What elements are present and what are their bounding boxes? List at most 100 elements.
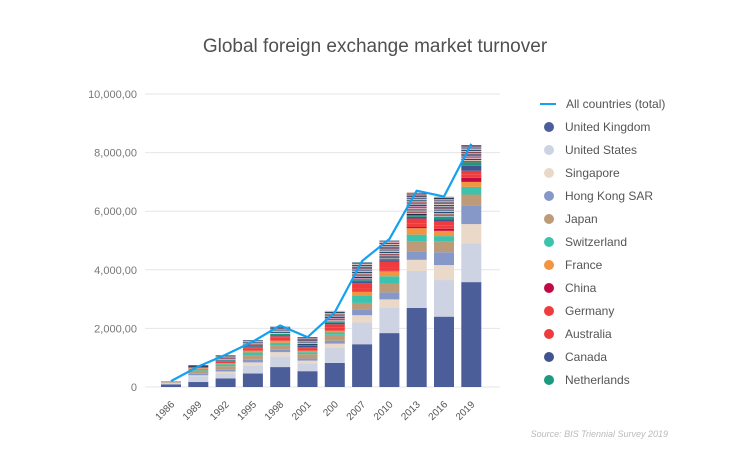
y-tick-label: 6,000,00 [94,206,137,218]
bar-segment-other [406,204,427,206]
bar-segment-other [352,266,373,268]
bar-segment [188,373,209,376]
bar-segment [297,371,318,387]
legend-label: China [565,280,597,295]
bar-segment-other [379,243,400,246]
bar-segment-other [297,342,318,344]
bar-segment [434,236,454,242]
bar-segment [324,343,345,349]
bar-segment-other [324,319,345,321]
bar-segment-other [406,193,427,195]
bar-segment-other [297,338,318,340]
x-tick-label: 1998 [263,399,287,423]
bar-segment-other [352,263,373,265]
bar-segment [352,291,373,296]
bar-segment-other [379,257,400,259]
bar-segment [434,219,454,222]
legend-item[interactable]: Japan [540,207,665,230]
legend-item[interactable]: United Kingdom [540,115,665,138]
bar-segment [215,373,236,379]
bar-segment [270,352,291,357]
bar-segment [352,283,373,289]
bar-segment [379,270,400,272]
legend-item[interactable]: Switzerland [540,230,665,253]
bar-segment-other [379,246,400,248]
bar-segment-other [406,196,427,198]
bar-segment-other [406,197,427,200]
bar-segment [297,358,318,361]
bar-segment [461,177,482,182]
y-tick-label: 10,000,00 [88,89,137,101]
bar-segment [324,332,345,335]
bar-segment [324,348,345,363]
bar-segment-other [434,198,454,201]
bar-segment-other [297,343,318,346]
legend-item[interactable]: Germany [540,299,665,322]
bar-segment [406,259,427,271]
bar-segment [270,349,291,353]
bar-segment-other [461,149,482,151]
bar-segment [379,333,400,387]
bar-segment-other [242,344,263,346]
bar-segment [406,223,427,228]
bar-segment [434,241,454,253]
bar-segment-other [406,203,427,205]
legend-dot-marker [544,328,554,339]
bar-segment [215,364,236,367]
bar-segment [270,336,291,338]
bar-segment-other [406,200,427,202]
bar-segment [242,359,263,363]
bar-segment-other [297,341,318,343]
bar-segment [324,334,345,341]
legend-item[interactable]: China [540,276,665,299]
bar-segment [406,227,427,229]
bar-segment [352,280,373,282]
legend-item[interactable]: Netherlands [540,368,665,391]
bar-segment-other [434,210,454,213]
bar-segment-other [270,329,291,331]
legend-dot-marker [544,236,554,247]
bar-segment-other [352,274,373,276]
legend-line-marker [540,102,556,105]
legend-item[interactable]: Australia [540,322,665,345]
legend-dot-marker [544,144,554,155]
legend-item[interactable]: Singapore [540,161,665,184]
legend-item[interactable]: All countries (total) [540,92,665,115]
bar-segment [324,322,345,325]
bar-segment [297,347,318,349]
bar-segment-other [434,214,454,216]
bar-segment [379,258,400,261]
bar-segment [161,382,181,385]
bar-segment-other [297,340,318,342]
bar-segment [270,340,291,343]
bar-segment-other [379,247,400,249]
bar-segment [461,181,482,187]
bar-segment-other [434,204,454,207]
bar-segment [242,352,263,356]
bar-segment [297,345,318,346]
bar-segment-other [461,150,482,153]
bar-segment [188,368,209,371]
bar-segment-other [352,269,373,271]
bar-segment-other [434,200,454,202]
bar-segment-other [434,206,454,208]
legend-item[interactable]: United States [540,138,665,161]
legend-dot-marker [544,259,554,270]
bar-segment-other [379,256,400,258]
bar-segment-other [461,152,482,154]
bar-segment [406,216,427,219]
legend-item[interactable]: Canada [540,345,665,368]
bar-segment-other [461,160,482,162]
bar-segment [270,337,291,341]
legend-item[interactable]: France [540,253,665,276]
legend-label: United Kingdom [565,119,651,134]
legend-item[interactable]: Hong Kong SAR [540,184,665,207]
bar-segment-other [270,332,291,334]
bar-segment-other [461,157,482,159]
bar-segment-other [324,315,345,317]
bar-segment [379,261,400,268]
bar-segment [297,345,318,348]
bar-segment-other [406,211,427,213]
bar-segment-other [406,212,427,214]
legend-dot-marker [544,121,554,132]
